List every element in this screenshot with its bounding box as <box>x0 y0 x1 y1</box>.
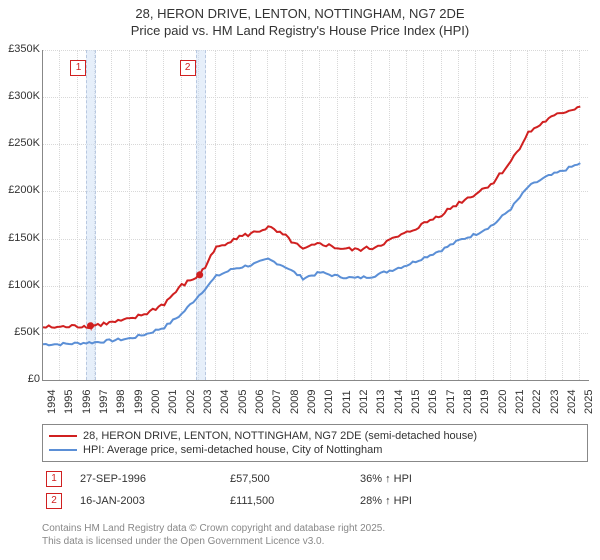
y-tick-label: £150K <box>0 232 40 244</box>
legend-swatch-hpi <box>49 449 77 451</box>
sale-row-delta: 28% ↑ HPI <box>360 495 480 507</box>
footer-line-1: Contains HM Land Registry data © Crown c… <box>42 522 385 535</box>
x-tick-label: 2010 <box>323 390 335 414</box>
sale-row: 1 27-SEP-1996£57,50036% ↑ HPI <box>42 468 588 490</box>
sale-row-date: 27-SEP-1996 <box>80 473 230 485</box>
sale-row: 2 16-JAN-2003£111,50028% ↑ HPI <box>42 490 588 512</box>
x-tick-label: 2014 <box>393 390 405 414</box>
plot-area: 12 <box>42 50 589 381</box>
sale-row-price: £57,500 <box>230 473 360 485</box>
y-tick-label: £50K <box>0 326 40 338</box>
x-tick-label: 2000 <box>150 390 162 414</box>
legend-row-hpi: HPI: Average price, semi-detached house,… <box>49 443 581 457</box>
x-tick-label: 2019 <box>479 390 491 414</box>
footer-attribution: Contains HM Land Registry data © Crown c… <box>42 522 385 548</box>
x-tick-label: 1999 <box>133 390 145 414</box>
x-tick-label: 2013 <box>375 390 387 414</box>
footer-line-2: This data is licensed under the Open Gov… <box>42 535 385 548</box>
legend: 28, HERON DRIVE, LENTON, NOTTINGHAM, NG7… <box>42 424 588 462</box>
x-tick-label: 2005 <box>237 390 249 414</box>
x-tick-label: 2021 <box>514 390 526 414</box>
chart-container: 28, HERON DRIVE, LENTON, NOTTINGHAM, NG7… <box>0 0 600 560</box>
x-tick-label: 2008 <box>289 390 301 414</box>
legend-label-price-paid: 28, HERON DRIVE, LENTON, NOTTINGHAM, NG7… <box>83 430 477 442</box>
x-tick-label: 1996 <box>81 390 93 414</box>
x-tick-label: 2018 <box>462 390 474 414</box>
x-tick-label: 2015 <box>410 390 422 414</box>
x-tick-label: 2020 <box>497 390 509 414</box>
title-line-2: Price paid vs. HM Land Registry's House … <box>0 23 600 40</box>
sale-marker <box>87 322 94 329</box>
x-tick-label: 1998 <box>115 390 127 414</box>
sale-row-price: £111,500 <box>230 495 360 507</box>
x-tick-label: 2007 <box>271 390 283 414</box>
x-tick-label: 2001 <box>167 390 179 414</box>
x-tick-label: 2023 <box>549 390 561 414</box>
x-tick-label: 1997 <box>98 390 110 414</box>
x-tick-label: 1995 <box>63 390 75 414</box>
y-tick-label: £300K <box>0 90 40 102</box>
x-tick-label: 2009 <box>306 390 318 414</box>
x-tick-label: 2003 <box>202 390 214 414</box>
y-tick-label: £100K <box>0 279 40 291</box>
y-tick-label: £250K <box>0 137 40 149</box>
chart-title: 28, HERON DRIVE, LENTON, NOTTINGHAM, NG7… <box>0 0 600 40</box>
sale-row-delta: 36% ↑ HPI <box>360 473 480 485</box>
series-hpi <box>43 163 580 345</box>
legend-swatch-price-paid <box>49 435 77 437</box>
x-tick-label: 2025 <box>583 390 595 414</box>
legend-label-hpi: HPI: Average price, semi-detached house,… <box>83 444 382 456</box>
plot-svg <box>43 50 589 380</box>
x-tick-label: 2024 <box>566 390 578 414</box>
sale-row-number: 2 <box>46 493 62 509</box>
x-tick-label: 2022 <box>531 390 543 414</box>
x-tick-label: 2016 <box>427 390 439 414</box>
x-tick-label: 1994 <box>46 390 58 414</box>
x-tick-label: 2011 <box>341 390 353 414</box>
y-tick-label: £0 <box>0 373 40 385</box>
y-tick-label: £200K <box>0 184 40 196</box>
title-line-1: 28, HERON DRIVE, LENTON, NOTTINGHAM, NG7… <box>0 6 600 23</box>
legend-row-price-paid: 28, HERON DRIVE, LENTON, NOTTINGHAM, NG7… <box>49 429 581 443</box>
sales-table: 1 27-SEP-1996£57,50036% ↑ HPI 2 16-JAN-2003… <box>42 468 588 512</box>
x-tick-label: 2002 <box>185 390 197 414</box>
x-tick-label: 2004 <box>219 390 231 414</box>
x-tick-label: 2006 <box>254 390 266 414</box>
sale-marker <box>196 271 203 278</box>
sale-number-box: 2 <box>180 60 196 76</box>
sale-row-number: 1 <box>46 471 62 487</box>
y-tick-label: £350K <box>0 43 40 55</box>
sale-row-date: 16-JAN-2003 <box>80 495 230 507</box>
x-tick-label: 2012 <box>358 390 370 414</box>
x-tick-label: 2017 <box>445 390 457 414</box>
sale-number-box: 1 <box>70 60 86 76</box>
